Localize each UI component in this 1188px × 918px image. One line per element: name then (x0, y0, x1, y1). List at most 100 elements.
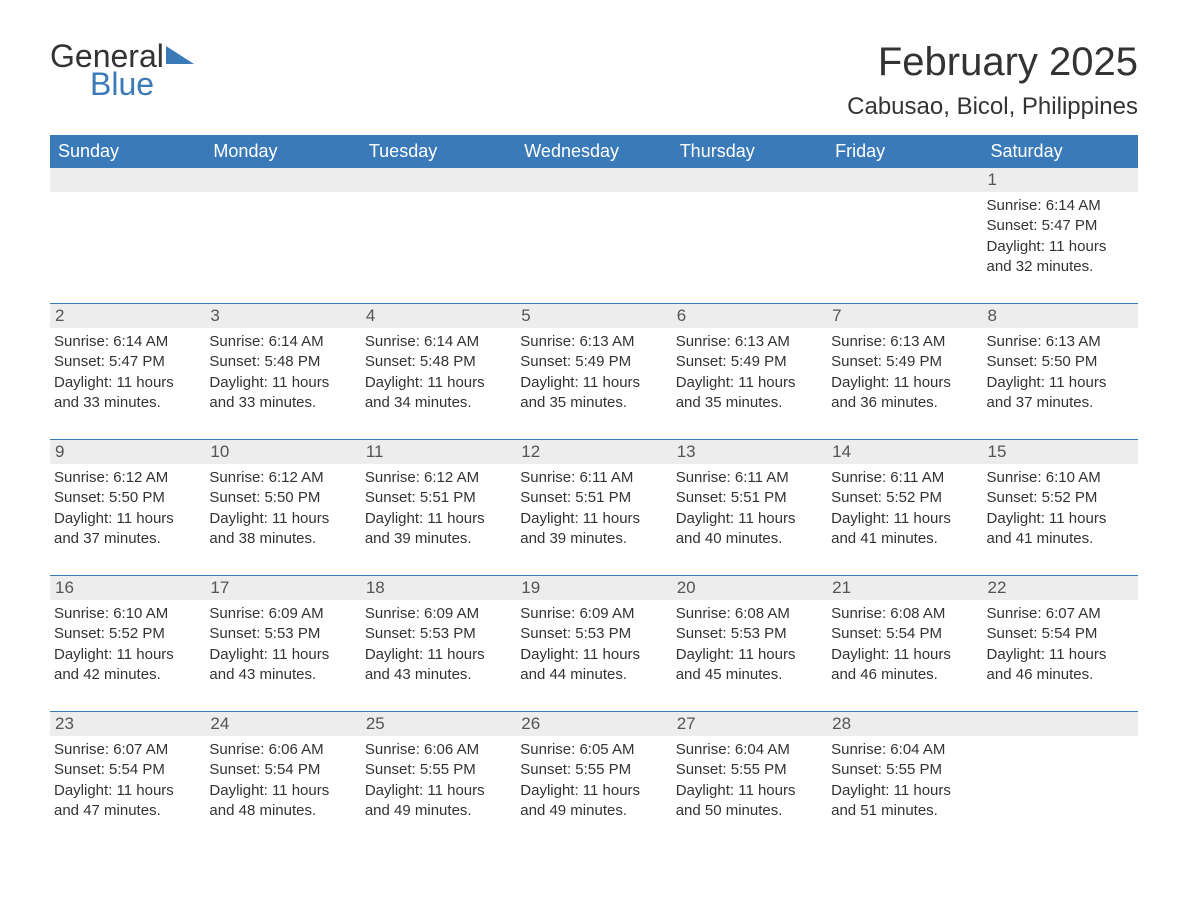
daylight-text: Daylight: 11 hours and 39 minutes. (520, 509, 667, 550)
day-number (516, 168, 671, 192)
day-details: Sunrise: 6:04 AMSunset: 5:55 PMDaylight:… (676, 740, 823, 821)
sunset-text: Sunset: 5:52 PM (987, 488, 1134, 508)
sunset-text: Sunset: 5:51 PM (365, 488, 512, 508)
day-number: 17 (205, 576, 360, 600)
daylight-text: Daylight: 11 hours and 32 minutes. (987, 237, 1134, 278)
daylight-text: Daylight: 11 hours and 49 minutes. (365, 781, 512, 822)
weekday-header: Friday (827, 135, 982, 168)
day-details: Sunrise: 6:11 AMSunset: 5:51 PMDaylight:… (676, 468, 823, 549)
sunrise-text: Sunrise: 6:07 AM (987, 604, 1134, 624)
day-number: 1 (983, 168, 1138, 192)
day-cell (827, 168, 982, 283)
daylight-text: Daylight: 11 hours and 43 minutes. (209, 645, 356, 686)
day-cell: 16Sunrise: 6:10 AMSunset: 5:52 PMDayligh… (50, 576, 205, 691)
day-number: 4 (361, 304, 516, 328)
day-number: 24 (205, 712, 360, 736)
sunset-text: Sunset: 5:52 PM (831, 488, 978, 508)
sunset-text: Sunset: 5:53 PM (365, 624, 512, 644)
sunrise-text: Sunrise: 6:14 AM (987, 196, 1134, 216)
day-number: 16 (50, 576, 205, 600)
weekday-header: Tuesday (361, 135, 516, 168)
sunset-text: Sunset: 5:55 PM (831, 760, 978, 780)
daylight-text: Daylight: 11 hours and 38 minutes. (209, 509, 356, 550)
month-title: February 2025 (847, 40, 1138, 85)
day-details: Sunrise: 6:13 AMSunset: 5:49 PMDaylight:… (831, 332, 978, 413)
daylight-text: Daylight: 11 hours and 42 minutes. (54, 645, 201, 686)
sunset-text: Sunset: 5:47 PM (54, 352, 201, 372)
sunrise-text: Sunrise: 6:12 AM (54, 468, 201, 488)
sunrise-text: Sunrise: 6:06 AM (209, 740, 356, 760)
day-cell: 1 Sunrise: 6:14 AMSunset: 5:47 PMDaylight… (983, 168, 1138, 283)
daylight-text: Daylight: 11 hours and 39 minutes. (365, 509, 512, 550)
day-cell (205, 168, 360, 283)
day-details: Sunrise: 6:13 AMSunset: 5:50 PMDaylight:… (987, 332, 1134, 413)
day-cell: 3Sunrise: 6:14 AMSunset: 5:48 PMDaylight… (205, 304, 360, 419)
sunset-text: Sunset: 5:49 PM (831, 352, 978, 372)
sunset-text: Sunset: 5:49 PM (520, 352, 667, 372)
day-details: Sunrise: 6:11 AMSunset: 5:52 PMDaylight:… (831, 468, 978, 549)
day-cell (516, 168, 671, 283)
sunrise-text: Sunrise: 6:13 AM (831, 332, 978, 352)
sunrise-text: Sunrise: 6:09 AM (209, 604, 356, 624)
day-cell: 2Sunrise: 6:14 AMSunset: 5:47 PMDaylight… (50, 304, 205, 419)
day-number: 27 (672, 712, 827, 736)
sunset-text: Sunset: 5:53 PM (209, 624, 356, 644)
week-row: 2Sunrise: 6:14 AMSunset: 5:47 PMDaylight… (50, 303, 1138, 419)
daylight-text: Daylight: 11 hours and 43 minutes. (365, 645, 512, 686)
sunrise-text: Sunrise: 6:12 AM (209, 468, 356, 488)
day-cell: 27 Sunrise: 6:04 AMSunset: 5:55 PMDayligh… (672, 712, 827, 827)
day-details: Sunrise: 6:14 AMSunset: 5:47 PMDaylight:… (54, 332, 201, 413)
day-details: Sunrise: 6:09 AMSunset: 5:53 PMDaylight:… (520, 604, 667, 685)
day-number: 22 (983, 576, 1138, 600)
sunset-text: Sunset: 5:50 PM (54, 488, 201, 508)
day-cell: 19Sunrise: 6:09 AMSunset: 5:53 PMDayligh… (516, 576, 671, 691)
week-row: 16Sunrise: 6:10 AMSunset: 5:52 PMDayligh… (50, 575, 1138, 691)
sunset-text: Sunset: 5:51 PM (676, 488, 823, 508)
day-number: 13 (672, 440, 827, 464)
location-subtitle: Cabusao, Bicol, Philippines (847, 93, 1138, 121)
calendar: Sunday Monday Tuesday Wednesday Thursday… (50, 135, 1138, 827)
day-cell: 25Sunrise: 6:06 AMSunset: 5:55 PMDayligh… (361, 712, 516, 827)
day-cell (50, 168, 205, 283)
header: General Blue February 2025 Cabusao, Bico… (50, 40, 1138, 121)
sunrise-text: Sunrise: 6:10 AM (54, 604, 201, 624)
day-cell: 10Sunrise: 6:12 AMSunset: 5:50 PMDayligh… (205, 440, 360, 555)
day-details: Sunrise: 6:14 AMSunset: 5:47 PMDaylight:… (987, 196, 1134, 277)
day-number: 3 (205, 304, 360, 328)
sunset-text: Sunset: 5:54 PM (831, 624, 978, 644)
weekday-header: Thursday (672, 135, 827, 168)
day-cell: 26Sunrise: 6:05 AMSunset: 5:55 PMDayligh… (516, 712, 671, 827)
day-cell: 21Sunrise: 6:08 AMSunset: 5:54 PMDayligh… (827, 576, 982, 691)
sunrise-text: Sunrise: 6:04 AM (676, 740, 823, 760)
day-number (983, 712, 1138, 736)
day-cell: 24Sunrise: 6:06 AMSunset: 5:54 PMDayligh… (205, 712, 360, 827)
sunrise-text: Sunrise: 6:11 AM (676, 468, 823, 488)
day-details: Sunrise: 6:06 AMSunset: 5:55 PMDaylight:… (365, 740, 512, 821)
day-number: 28 (827, 712, 982, 736)
sunset-text: Sunset: 5:54 PM (209, 760, 356, 780)
week-row: 1 Sunrise: 6:14 AMSunset: 5:47 PMDaylight… (50, 168, 1138, 283)
sunrise-text: Sunrise: 6:07 AM (54, 740, 201, 760)
sunset-text: Sunset: 5:47 PM (987, 216, 1134, 236)
day-number: 9 (50, 440, 205, 464)
day-cell (361, 168, 516, 283)
day-cell: 18Sunrise: 6:09 AMSunset: 5:53 PMDayligh… (361, 576, 516, 691)
sunset-text: Sunset: 5:54 PM (54, 760, 201, 780)
sunrise-text: Sunrise: 6:10 AM (987, 468, 1134, 488)
day-cell: 14Sunrise: 6:11 AMSunset: 5:52 PMDayligh… (827, 440, 982, 555)
sunrise-text: Sunrise: 6:14 AM (54, 332, 201, 352)
day-number: 15 (983, 440, 1138, 464)
day-cell: 20Sunrise: 6:08 AMSunset: 5:53 PMDayligh… (672, 576, 827, 691)
logo: General Blue (50, 40, 194, 100)
title-block: February 2025 Cabusao, Bicol, Philippine… (847, 40, 1138, 121)
sunrise-text: Sunrise: 6:06 AM (365, 740, 512, 760)
day-number: 10 (205, 440, 360, 464)
day-details: Sunrise: 6:11 AMSunset: 5:51 PMDaylight:… (520, 468, 667, 549)
day-cell: 7Sunrise: 6:13 AMSunset: 5:49 PMDaylight… (827, 304, 982, 419)
daylight-text: Daylight: 11 hours and 37 minutes. (54, 509, 201, 550)
weekday-header-row: Sunday Monday Tuesday Wednesday Thursday… (50, 135, 1138, 168)
weekday-header: Monday (205, 135, 360, 168)
sunrise-text: Sunrise: 6:13 AM (987, 332, 1134, 352)
sunrise-text: Sunrise: 6:14 AM (209, 332, 356, 352)
logo-line2: Blue (90, 68, 164, 100)
